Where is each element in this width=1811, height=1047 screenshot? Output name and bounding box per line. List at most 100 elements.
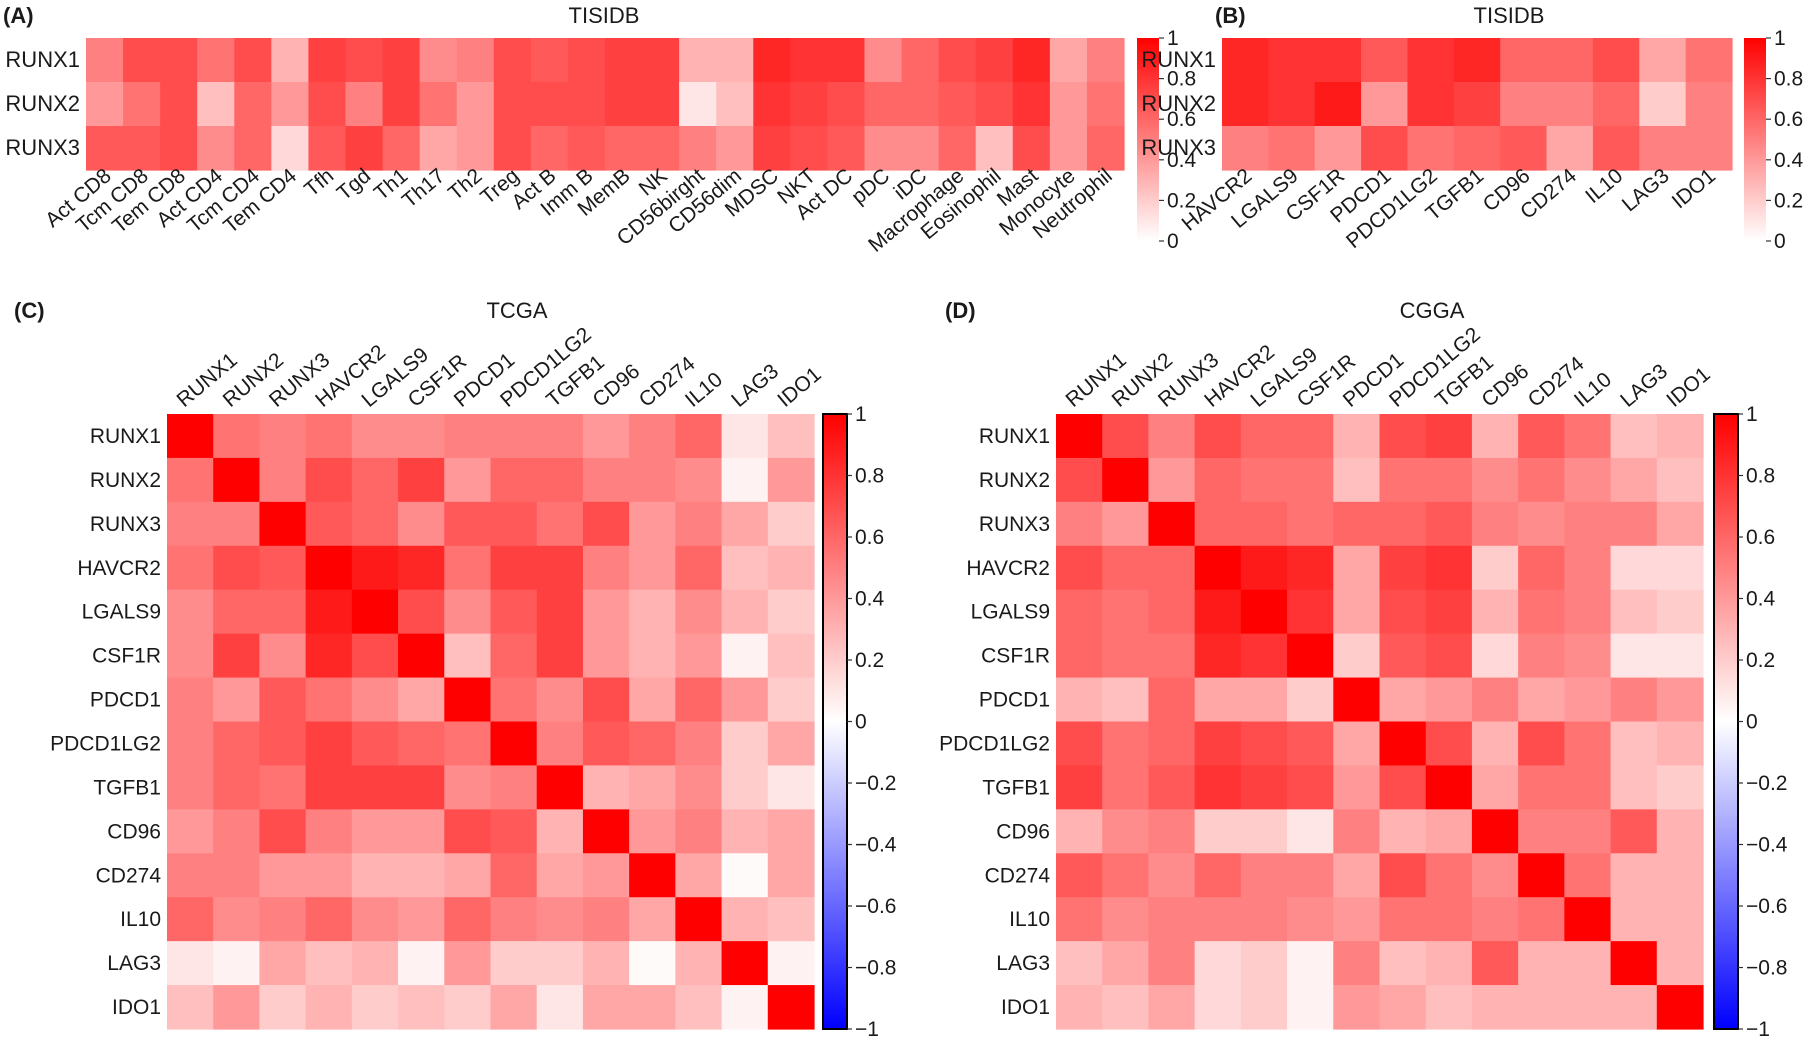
heatmap-cell — [213, 633, 261, 679]
heatmap-cell — [213, 414, 261, 459]
heatmap-cell — [530, 82, 569, 127]
heatmap-cell — [1610, 897, 1658, 942]
heatmap-cell — [1425, 721, 1473, 767]
colorbar-tick-label: −0.6 — [855, 895, 896, 918]
row-label: RUNX1 — [90, 425, 161, 448]
heatmap-cell — [1148, 633, 1196, 679]
heatmap-cell — [308, 38, 347, 83]
heatmap-cell — [1425, 941, 1473, 986]
heatmap-cell — [1102, 589, 1150, 635]
heatmap-cell — [1656, 457, 1704, 503]
heatmap-cell — [493, 38, 532, 83]
heatmap-cell — [234, 82, 272, 127]
heatmap-cell — [536, 941, 584, 986]
heatmap-cell — [1240, 501, 1288, 547]
heatmap-cell — [1518, 809, 1565, 854]
heatmap-cell — [582, 765, 630, 810]
heatmap-cell — [642, 82, 680, 127]
heatmap-cell — [1222, 82, 1269, 127]
column-label: LAG3 — [727, 360, 783, 412]
colorbar-tick-label: 0.8 — [1167, 68, 1196, 91]
heatmap-cell — [398, 809, 445, 854]
row-label: IL10 — [1009, 908, 1050, 931]
heatmap-cell — [605, 38, 643, 83]
heatmap-cell — [1148, 721, 1196, 767]
heatmap-cell — [1656, 633, 1704, 679]
heatmap-cell — [1012, 82, 1051, 127]
heatmap-cell — [767, 853, 815, 898]
column-label: IDO1 — [1662, 363, 1714, 412]
heatmap-cell — [382, 38, 421, 83]
heatmap-cell — [675, 721, 723, 767]
column-label: pDC — [847, 164, 894, 209]
colorbar-tick-label: −0.8 — [1746, 957, 1787, 980]
heatmap-cell — [1333, 809, 1381, 854]
heatmap-cell — [351, 985, 399, 1030]
heatmap-cell — [213, 501, 261, 547]
column-label: IDO1 — [773, 363, 825, 412]
row-label: LAG3 — [996, 952, 1050, 975]
heatmap-cell — [1656, 897, 1704, 942]
heatmap-cell — [721, 457, 769, 503]
column-label: LAG3 — [1618, 164, 1674, 216]
heatmap-cell — [767, 501, 815, 547]
heatmap-cell — [1268, 126, 1316, 171]
heatmap-cell — [1240, 721, 1288, 767]
heatmap-cell — [1564, 677, 1612, 723]
heatmap-cell — [1056, 677, 1103, 723]
heatmap-cell — [1610, 589, 1658, 635]
heatmap-cell — [167, 414, 214, 459]
heatmap-cell — [901, 82, 940, 127]
heatmap-cell — [351, 853, 399, 898]
heatmap-cell — [493, 82, 532, 127]
heatmap-cell — [305, 589, 353, 635]
heatmap-cell — [259, 941, 307, 986]
row-label: LGALS9 — [82, 601, 161, 624]
heatmap-cell — [530, 38, 569, 83]
row-label: CSF1R — [981, 645, 1050, 668]
heatmap-cell — [1102, 941, 1150, 986]
row-label: PDCD1LG2 — [50, 733, 161, 756]
heatmap-cell — [1102, 633, 1150, 679]
heatmap-cell — [1610, 721, 1658, 767]
heatmap-cell — [1287, 985, 1334, 1030]
heatmap-cell — [938, 38, 977, 83]
panel-c: (C) TCGA RUNX1 RUNX2 RUNX3 HAVCR2 LGALS9 CSF1… — [14, 298, 897, 1041]
heatmap-cell — [1546, 126, 1594, 171]
heatmap-cell — [1425, 765, 1473, 810]
heatmap-cell — [1471, 809, 1519, 854]
heatmap-cell — [1379, 633, 1427, 679]
heatmap-cell — [1379, 414, 1427, 459]
heatmap-cell — [582, 545, 630, 591]
heatmap-cell — [1056, 809, 1103, 854]
heatmap-cell — [721, 809, 769, 854]
heatmap-cell — [767, 985, 815, 1030]
heatmap-cell — [1656, 853, 1704, 898]
colorbar-tick-label: −0.4 — [1746, 834, 1788, 857]
heatmap-cell — [1056, 853, 1103, 898]
heatmap-cell — [1518, 677, 1565, 723]
heatmap-cell — [1471, 589, 1519, 635]
heatmap-cell — [536, 414, 584, 459]
heatmap-cell — [1012, 126, 1051, 171]
heatmap-cell — [1610, 765, 1658, 810]
heatmap-cell — [721, 765, 769, 810]
heatmap-cell — [536, 897, 584, 942]
heatmap-cell — [1056, 589, 1103, 635]
heatmap-cell — [213, 897, 261, 942]
colorbar-tick-label: 0.2 — [1746, 649, 1775, 672]
heatmap-cell — [1656, 545, 1704, 591]
colorbar-tick-label: 0.2 — [1774, 189, 1803, 212]
panel-c-colorbar: 1 0.8 0.6 0.4 0.2 0 −0.2 −0.4 −0.6 −0.8 −1 — [822, 403, 897, 1041]
heatmap-cell — [167, 853, 214, 898]
heatmap-cell — [629, 545, 676, 591]
heatmap-cell — [444, 985, 492, 1030]
panel-a-label: (A) — [3, 3, 34, 28]
heatmap-cell — [1610, 457, 1658, 503]
heatmap-cell — [582, 589, 630, 635]
heatmap-cell — [753, 38, 791, 83]
heatmap-cell — [1194, 677, 1242, 723]
heatmap-cell — [259, 897, 307, 942]
heatmap-cell — [721, 545, 769, 591]
heatmap-cell — [345, 38, 384, 83]
